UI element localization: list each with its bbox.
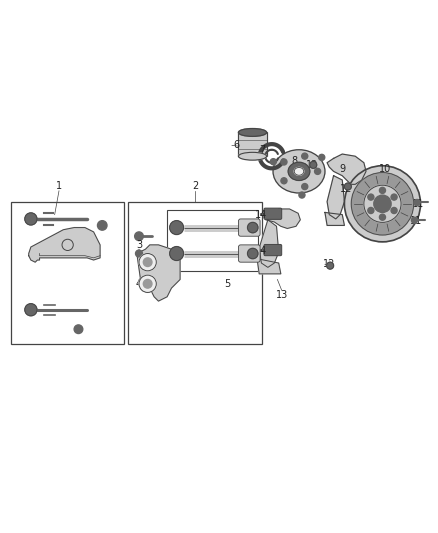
Circle shape [414, 199, 420, 206]
Circle shape [314, 168, 321, 174]
Circle shape [134, 232, 143, 240]
Circle shape [170, 221, 184, 235]
Circle shape [411, 217, 417, 223]
Bar [11, 201, 124, 344]
Text: 1: 1 [56, 182, 62, 191]
Polygon shape [259, 220, 279, 268]
Text: 4: 4 [136, 279, 142, 289]
Text: 7: 7 [259, 145, 265, 155]
Circle shape [344, 183, 351, 190]
FancyBboxPatch shape [264, 245, 282, 256]
Bar [128, 201, 262, 344]
Text: 11: 11 [410, 216, 422, 226]
Polygon shape [257, 259, 281, 274]
FancyBboxPatch shape [238, 219, 260, 236]
Circle shape [299, 192, 305, 198]
Circle shape [391, 194, 397, 200]
Circle shape [302, 183, 308, 190]
Circle shape [344, 166, 420, 242]
Circle shape [368, 207, 374, 214]
Polygon shape [137, 245, 180, 301]
Circle shape [247, 248, 258, 259]
Circle shape [270, 159, 276, 165]
Circle shape [25, 304, 37, 316]
Circle shape [74, 325, 83, 334]
FancyBboxPatch shape [264, 208, 282, 220]
Circle shape [391, 207, 397, 214]
Circle shape [139, 275, 156, 293]
Circle shape [351, 173, 413, 235]
Circle shape [368, 194, 374, 200]
Bar [238, 132, 267, 156]
Circle shape [135, 250, 142, 257]
Circle shape [143, 258, 152, 266]
Text: 3: 3 [136, 240, 142, 250]
Ellipse shape [273, 150, 325, 193]
Circle shape [25, 213, 37, 225]
Circle shape [379, 188, 385, 193]
Circle shape [319, 155, 325, 160]
FancyBboxPatch shape [238, 245, 260, 262]
Polygon shape [327, 154, 366, 184]
Text: 12: 12 [340, 184, 353, 193]
Text: 8: 8 [292, 156, 298, 166]
Circle shape [98, 221, 107, 230]
Text: 12: 12 [323, 260, 336, 269]
Circle shape [170, 247, 184, 261]
Text: 14: 14 [255, 211, 268, 221]
Text: 10: 10 [379, 164, 392, 174]
Text: 9: 9 [339, 164, 345, 174]
Text: 14: 14 [255, 246, 268, 256]
Bar [167, 211, 258, 271]
Text: 13: 13 [276, 289, 288, 300]
Text: 2: 2 [192, 182, 198, 191]
Polygon shape [325, 213, 344, 225]
Ellipse shape [238, 152, 267, 160]
Text: 5: 5 [225, 279, 231, 289]
Circle shape [379, 214, 385, 220]
Polygon shape [29, 228, 100, 262]
Circle shape [310, 161, 317, 168]
Circle shape [139, 254, 156, 271]
Bar [238, 132, 267, 156]
Circle shape [143, 279, 152, 288]
Circle shape [247, 222, 258, 233]
Ellipse shape [288, 162, 310, 181]
Circle shape [281, 159, 287, 165]
Text: 11: 11 [412, 199, 424, 209]
Circle shape [374, 195, 391, 213]
Text: 12: 12 [306, 160, 318, 170]
Circle shape [327, 262, 334, 269]
Polygon shape [327, 176, 344, 219]
Text: 6: 6 [233, 140, 239, 150]
Ellipse shape [238, 128, 267, 136]
Ellipse shape [294, 167, 304, 175]
Circle shape [302, 153, 308, 159]
Circle shape [364, 185, 401, 222]
Polygon shape [264, 209, 300, 229]
Circle shape [281, 177, 287, 184]
